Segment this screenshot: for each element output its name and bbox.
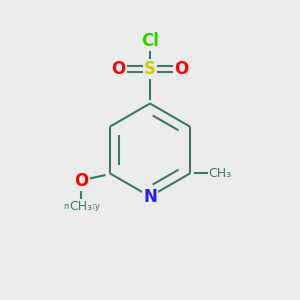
Text: O: O [174,60,189,78]
Text: O: O [111,60,126,78]
Text: O: O [74,172,88,190]
Text: Cl: Cl [141,32,159,50]
Text: methoxy: methoxy [63,202,100,211]
Text: S: S [144,60,156,78]
Text: CH₃: CH₃ [70,200,93,213]
Text: CH₃: CH₃ [209,167,232,180]
Text: N: N [143,188,157,206]
